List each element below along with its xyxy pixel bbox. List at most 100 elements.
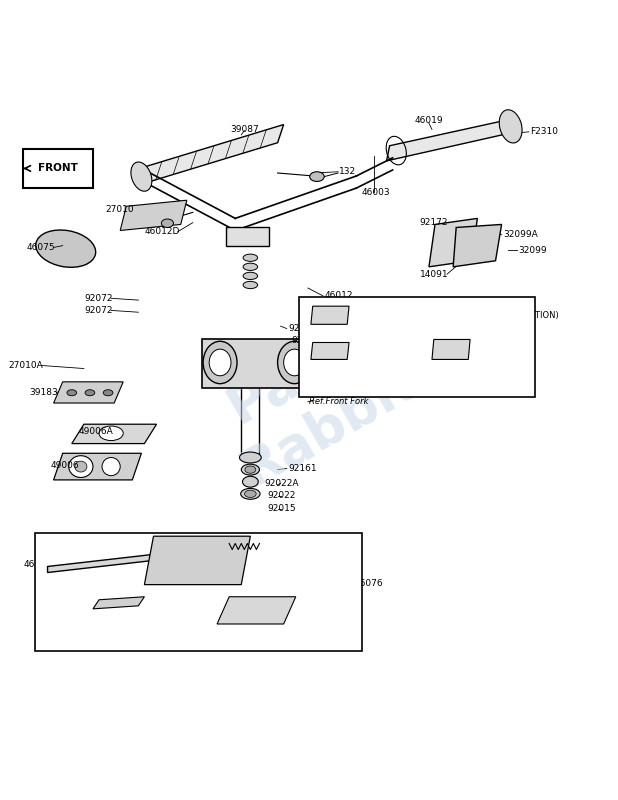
Text: 92022A: 92022A [265, 479, 299, 488]
Text: 92072: 92072 [85, 294, 113, 302]
Ellipse shape [142, 551, 159, 563]
Text: 92022A: 92022A [288, 324, 323, 333]
FancyBboxPatch shape [23, 149, 93, 188]
Text: 92022: 92022 [268, 491, 296, 500]
Polygon shape [226, 227, 268, 246]
Text: 132: 132 [339, 167, 357, 176]
Text: 46092: 46092 [24, 560, 53, 569]
Text: 46076: 46076 [355, 579, 383, 588]
Polygon shape [93, 597, 145, 609]
Text: 46012B: 46012B [409, 348, 444, 358]
Text: 92015: 92015 [268, 505, 296, 514]
Polygon shape [48, 554, 153, 573]
Ellipse shape [103, 390, 113, 396]
Text: F2310: F2310 [530, 127, 558, 136]
Ellipse shape [284, 349, 305, 376]
Text: 92153B: 92153B [267, 594, 302, 603]
Ellipse shape [203, 342, 237, 384]
Ellipse shape [240, 488, 260, 499]
Text: 49006A: 49006A [78, 427, 113, 436]
Ellipse shape [446, 382, 457, 390]
Polygon shape [54, 454, 142, 480]
Polygon shape [432, 339, 470, 359]
Text: 92172: 92172 [420, 218, 448, 227]
Ellipse shape [85, 390, 95, 396]
Ellipse shape [184, 550, 208, 570]
Polygon shape [138, 125, 284, 185]
Text: 92210: 92210 [242, 549, 271, 558]
Ellipse shape [69, 456, 93, 478]
Text: 46003: 46003 [362, 188, 390, 197]
Ellipse shape [161, 219, 174, 227]
Ellipse shape [243, 254, 258, 262]
Ellipse shape [243, 263, 258, 270]
Polygon shape [121, 200, 187, 230]
Text: 27010: 27010 [105, 205, 133, 214]
Polygon shape [54, 382, 123, 403]
Ellipse shape [102, 458, 121, 476]
Ellipse shape [36, 230, 96, 267]
Ellipse shape [209, 349, 231, 376]
Ellipse shape [239, 601, 263, 619]
Ellipse shape [243, 282, 258, 289]
Bar [35, 533, 362, 651]
Ellipse shape [175, 542, 217, 578]
Ellipse shape [285, 578, 297, 587]
Text: 46012C: 46012C [494, 360, 528, 370]
Text: 46019: 46019 [415, 117, 443, 126]
Ellipse shape [318, 344, 342, 359]
Ellipse shape [245, 490, 256, 498]
Ellipse shape [310, 172, 324, 182]
Polygon shape [387, 118, 514, 161]
Text: 92161: 92161 [288, 464, 316, 473]
Text: 39087: 39087 [230, 125, 259, 134]
Text: 46075: 46075 [26, 243, 55, 252]
Text: 92161: 92161 [291, 336, 320, 345]
Text: 13280A: 13280A [54, 597, 89, 606]
Ellipse shape [99, 426, 123, 441]
Ellipse shape [260, 553, 271, 568]
Ellipse shape [243, 272, 258, 279]
Ellipse shape [245, 466, 256, 474]
Ellipse shape [277, 342, 311, 384]
Polygon shape [429, 218, 477, 267]
Text: 32099: 32099 [518, 246, 546, 255]
Ellipse shape [499, 110, 522, 143]
Text: 27010A: 27010A [8, 361, 43, 370]
Ellipse shape [324, 382, 336, 390]
Ellipse shape [307, 538, 321, 559]
Ellipse shape [255, 547, 276, 574]
Text: 46012D: 46012D [144, 227, 179, 236]
Polygon shape [72, 424, 156, 443]
Ellipse shape [101, 614, 116, 625]
Text: 32099A: 32099A [503, 230, 538, 239]
Text: 92019: 92019 [62, 614, 91, 624]
Text: 49006: 49006 [50, 461, 79, 470]
Ellipse shape [146, 554, 155, 561]
Ellipse shape [131, 162, 152, 191]
Polygon shape [311, 342, 349, 359]
Text: (OPTION): (OPTION) [520, 310, 559, 320]
Ellipse shape [67, 390, 77, 396]
Text: 14091: 14091 [420, 270, 448, 278]
Text: 46012: 46012 [324, 291, 353, 300]
Ellipse shape [318, 308, 342, 322]
Text: 39183: 39183 [30, 388, 59, 397]
Polygon shape [202, 339, 314, 388]
Ellipse shape [75, 461, 87, 472]
Text: 46012A: 46012A [409, 321, 444, 330]
Text: Parts
Rabbit: Parts Rabbit [201, 302, 426, 498]
Ellipse shape [241, 464, 260, 475]
Text: 92153: 92153 [321, 552, 350, 561]
Text: 13280: 13280 [250, 563, 278, 572]
Ellipse shape [242, 476, 258, 487]
Ellipse shape [239, 452, 261, 463]
Text: FRONT: FRONT [38, 163, 78, 174]
Text: Ref.Front Fork: Ref.Front Fork [309, 398, 368, 406]
Polygon shape [453, 225, 502, 267]
Polygon shape [217, 597, 296, 624]
Bar [298, 297, 535, 397]
Text: 92072: 92072 [85, 306, 113, 315]
Polygon shape [311, 306, 349, 324]
Ellipse shape [439, 342, 464, 357]
